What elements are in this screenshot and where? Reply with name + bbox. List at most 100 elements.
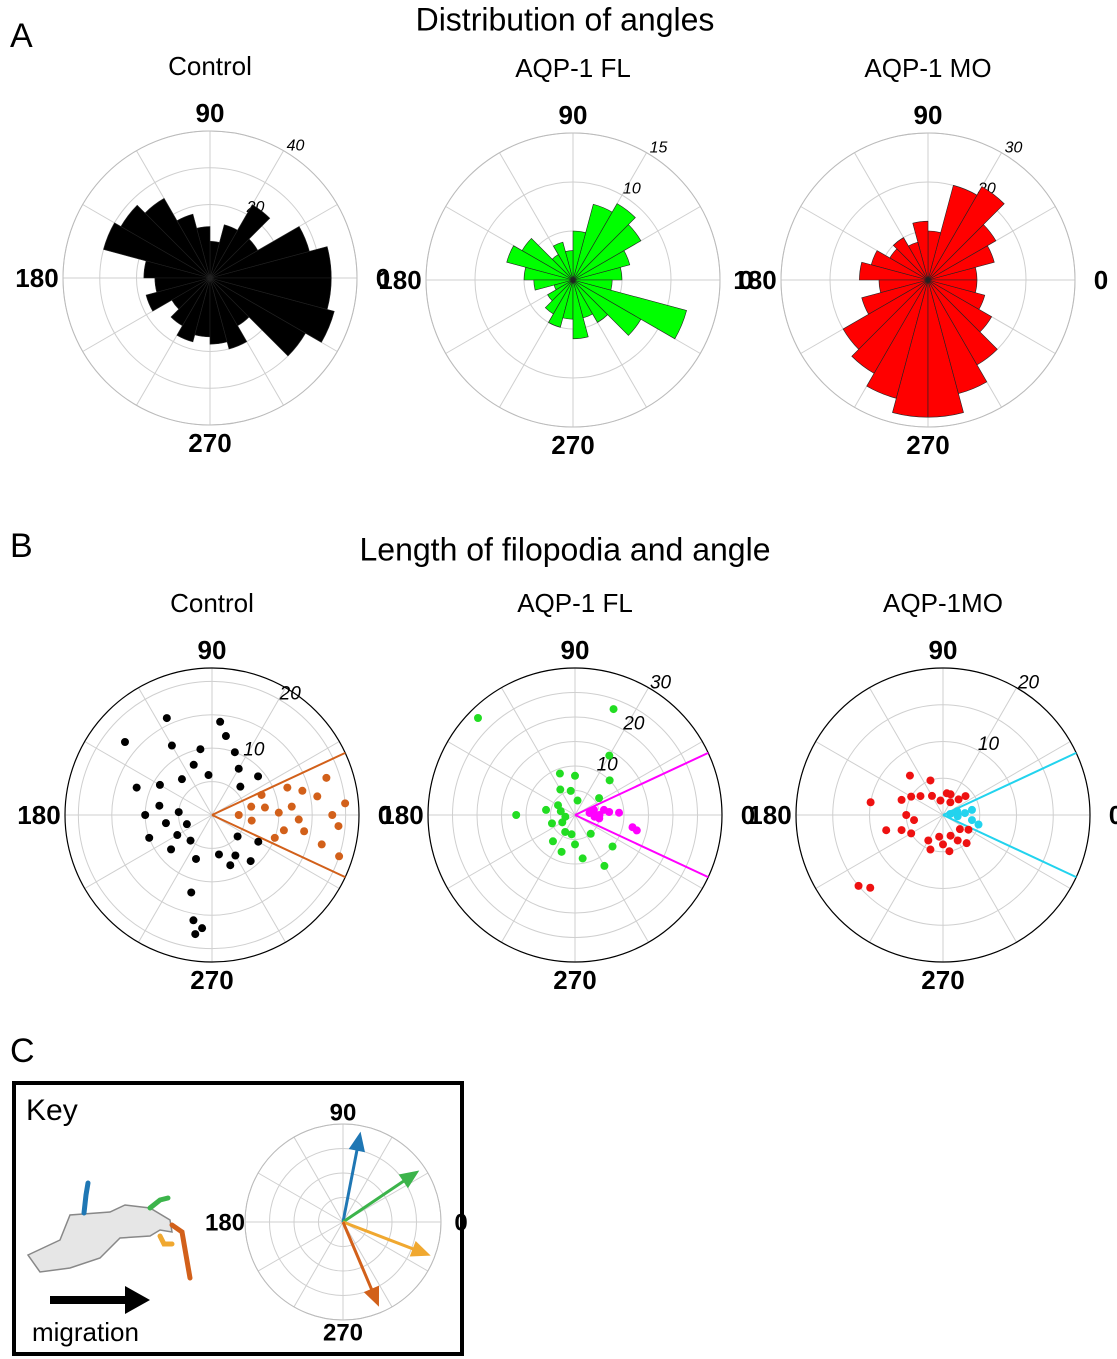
chart-title: Control xyxy=(168,51,252,81)
data-point xyxy=(967,805,976,814)
angle-tick-label: 0 xyxy=(454,1209,467,1236)
angle-tick-label: 180 xyxy=(205,1209,245,1236)
data-point xyxy=(567,830,576,839)
angle-tick-label: 270 xyxy=(323,1319,363,1346)
angle-tick-label: 270 xyxy=(551,430,594,460)
angle-tick-label: 90 xyxy=(561,635,590,665)
rose-bar xyxy=(209,277,335,343)
rose-bar xyxy=(927,279,988,394)
data-point xyxy=(615,808,624,817)
outer-ring xyxy=(795,667,1091,963)
data-point xyxy=(554,801,563,810)
angle-tick-label: 270 xyxy=(188,428,231,458)
data-point xyxy=(907,792,916,801)
data-point xyxy=(234,764,243,773)
data-point xyxy=(287,802,296,811)
data-point xyxy=(198,924,207,933)
rose-bar xyxy=(552,241,574,281)
data-point xyxy=(182,820,191,829)
rose-bar xyxy=(927,186,1005,281)
grid-ring xyxy=(111,714,313,916)
rose-bar xyxy=(572,203,613,281)
grid-ring xyxy=(525,765,625,865)
data-point xyxy=(313,792,322,801)
data-point xyxy=(882,826,891,835)
data-point xyxy=(173,831,182,840)
data-point xyxy=(547,819,556,828)
data-point xyxy=(189,760,198,769)
key-arrow xyxy=(342,1220,431,1257)
data-point xyxy=(132,783,141,792)
rose-bar xyxy=(506,245,574,281)
grid-ring xyxy=(832,704,1054,926)
angle-tick-label: 180 xyxy=(15,263,58,293)
data-point xyxy=(954,795,963,804)
spoke xyxy=(84,814,213,889)
key-title: Key xyxy=(26,1094,78,1127)
key-arrow xyxy=(342,1170,420,1224)
data-point xyxy=(270,833,279,842)
polar-chart: 0 90 180 270 xyxy=(205,1099,468,1346)
data-point xyxy=(907,829,916,838)
rose-bar xyxy=(927,279,964,418)
data-point xyxy=(910,816,919,825)
spoke xyxy=(211,687,286,816)
data-point xyxy=(155,801,164,810)
data-point xyxy=(571,771,579,780)
data-point xyxy=(162,714,171,723)
rose-bar xyxy=(145,277,211,312)
angle-tick-label: 180 xyxy=(380,800,423,830)
data-point xyxy=(322,773,331,782)
chart-title: AQP-1MO xyxy=(883,588,1003,618)
data-point xyxy=(556,807,565,816)
grid-ring xyxy=(474,181,672,379)
data-point xyxy=(916,792,925,801)
data-point xyxy=(141,811,150,819)
r-tick-label: 20 xyxy=(622,713,645,734)
rose-bar xyxy=(572,279,687,340)
grid-ring xyxy=(452,692,698,938)
rose-bar xyxy=(209,204,271,279)
data-point xyxy=(233,832,242,841)
data-point xyxy=(599,805,608,814)
data-point xyxy=(191,930,200,939)
angle-tick-label: 0 xyxy=(741,800,755,830)
chart-title: AQP-1 MO xyxy=(864,53,991,83)
spoke xyxy=(211,741,340,816)
angle-tick-label: 180 xyxy=(378,265,421,295)
panel-label: B xyxy=(10,527,33,565)
key-box xyxy=(12,1081,464,1356)
data-point xyxy=(216,717,225,726)
rose-bar xyxy=(927,279,998,366)
data-point xyxy=(187,888,196,897)
data-point xyxy=(189,916,198,925)
r-tick-label: 20 xyxy=(279,684,302,705)
r-tick-label: 10 xyxy=(978,734,1000,755)
angle-tick-label: 180 xyxy=(748,800,791,830)
data-point xyxy=(335,852,344,861)
data-point xyxy=(512,811,521,819)
polar-chart: AQP-1MO 0 90 180 270 10 20 xyxy=(748,588,1117,995)
key-caption: migration xyxy=(32,1317,139,1347)
angle-tick-label: 270 xyxy=(553,965,596,995)
data-point xyxy=(542,805,551,814)
data-point xyxy=(247,816,256,825)
data-point xyxy=(632,826,641,835)
outer-ring xyxy=(244,1123,442,1321)
data-point xyxy=(926,845,935,854)
data-point xyxy=(936,796,945,805)
data-point xyxy=(953,807,962,816)
polar-chart: Control 0 90 180 270 10 20 xyxy=(17,588,392,995)
rose-bar xyxy=(548,279,574,328)
key-arrow xyxy=(341,1131,365,1223)
data-point xyxy=(555,769,564,778)
data-point xyxy=(274,808,283,817)
data-point xyxy=(196,745,205,754)
data-point xyxy=(226,861,235,870)
data-point xyxy=(586,829,595,838)
polar-chart: AQP-1 FL 0 90 180 270 10 15 xyxy=(378,53,753,460)
r-tick-label: 30 xyxy=(650,672,672,693)
rose-bar xyxy=(103,222,211,279)
key-arrow xyxy=(341,1221,380,1307)
